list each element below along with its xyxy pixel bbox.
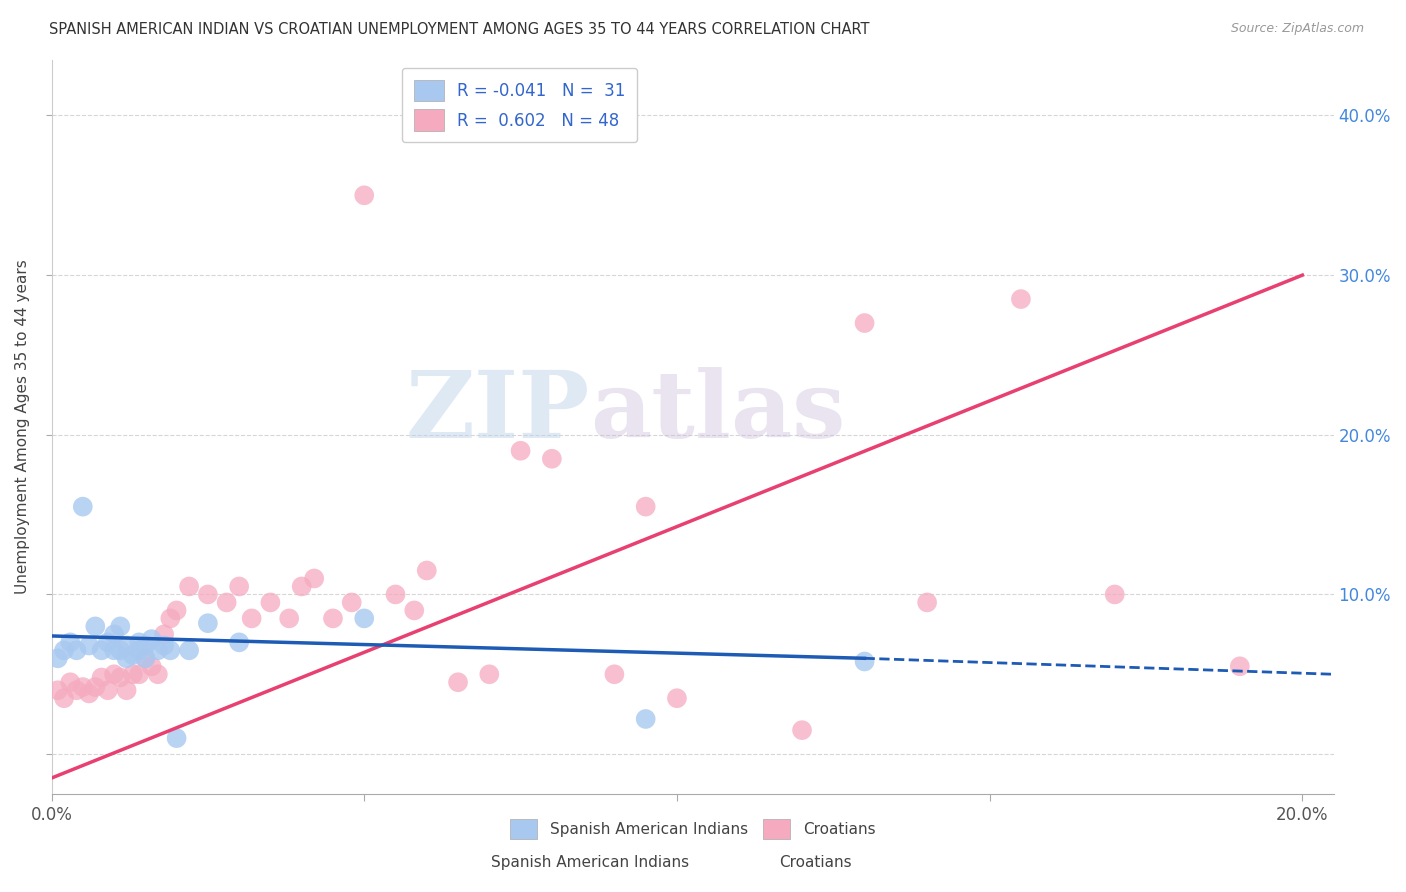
Point xyxy=(72,500,94,514)
Point xyxy=(141,659,163,673)
Point xyxy=(603,667,626,681)
Point xyxy=(65,683,87,698)
Point xyxy=(384,587,406,601)
Point xyxy=(1104,587,1126,601)
Point xyxy=(353,188,375,202)
Point xyxy=(228,579,250,593)
Point xyxy=(278,611,301,625)
Point xyxy=(110,619,132,633)
Point xyxy=(84,619,107,633)
Point xyxy=(65,643,87,657)
Text: atlas: atlas xyxy=(591,368,845,457)
Point xyxy=(110,670,132,684)
Point xyxy=(46,683,69,698)
Point xyxy=(404,603,426,617)
Point xyxy=(146,643,169,657)
Point xyxy=(103,667,125,681)
Point xyxy=(59,675,82,690)
Point xyxy=(340,595,363,609)
Point xyxy=(1010,292,1032,306)
Point xyxy=(240,611,263,625)
Point xyxy=(179,579,201,593)
Point xyxy=(166,603,188,617)
Point xyxy=(77,686,100,700)
Point xyxy=(121,648,143,662)
Point xyxy=(179,643,201,657)
Text: Spanish American Indians: Spanish American Indians xyxy=(492,855,689,870)
Point xyxy=(134,651,156,665)
Point xyxy=(259,595,281,609)
Text: Source: ZipAtlas.com: Source: ZipAtlas.com xyxy=(1230,22,1364,36)
Point xyxy=(153,639,176,653)
Point xyxy=(97,635,120,649)
Point xyxy=(134,639,156,653)
Point xyxy=(634,500,657,514)
Point xyxy=(353,611,375,625)
Point xyxy=(121,667,143,681)
Text: Croatians: Croatians xyxy=(779,855,852,870)
Point xyxy=(153,627,176,641)
Point xyxy=(146,667,169,681)
Point xyxy=(302,572,325,586)
Point xyxy=(322,611,344,625)
Point xyxy=(128,643,150,657)
Point xyxy=(59,635,82,649)
Point xyxy=(159,643,181,657)
Text: SPANISH AMERICAN INDIAN VS CROATIAN UNEMPLOYMENT AMONG AGES 35 TO 44 YEARS CORRE: SPANISH AMERICAN INDIAN VS CROATIAN UNEM… xyxy=(49,22,870,37)
Point xyxy=(197,587,219,601)
Point xyxy=(90,670,112,684)
Point xyxy=(291,579,314,593)
Point xyxy=(159,611,181,625)
Point xyxy=(416,564,439,578)
Point xyxy=(853,655,876,669)
Y-axis label: Unemployment Among Ages 35 to 44 years: Unemployment Among Ages 35 to 44 years xyxy=(15,260,30,594)
Point xyxy=(478,667,501,681)
Point xyxy=(790,723,813,738)
Text: ZIP: ZIP xyxy=(406,368,591,457)
Point xyxy=(46,651,69,665)
Point xyxy=(541,451,564,466)
Point xyxy=(1229,659,1251,673)
Legend: Spanish American Indians, Croatians: Spanish American Indians, Croatians xyxy=(503,814,882,845)
Point xyxy=(97,683,120,698)
Point xyxy=(915,595,938,609)
Point xyxy=(128,635,150,649)
Point xyxy=(128,667,150,681)
Point xyxy=(103,643,125,657)
Point xyxy=(53,643,76,657)
Point xyxy=(215,595,238,609)
Point xyxy=(72,680,94,694)
Point xyxy=(509,443,531,458)
Point xyxy=(84,680,107,694)
Point xyxy=(447,675,470,690)
Point xyxy=(115,651,138,665)
Point xyxy=(77,639,100,653)
Point xyxy=(115,683,138,698)
Point xyxy=(115,639,138,653)
Point xyxy=(166,731,188,746)
Point xyxy=(665,691,688,706)
Point xyxy=(228,635,250,649)
Point xyxy=(197,616,219,631)
Point xyxy=(141,632,163,647)
Point xyxy=(853,316,876,330)
Point xyxy=(110,643,132,657)
Point xyxy=(103,627,125,641)
Point xyxy=(634,712,657,726)
Point xyxy=(53,691,76,706)
Point xyxy=(90,643,112,657)
Point xyxy=(134,651,156,665)
